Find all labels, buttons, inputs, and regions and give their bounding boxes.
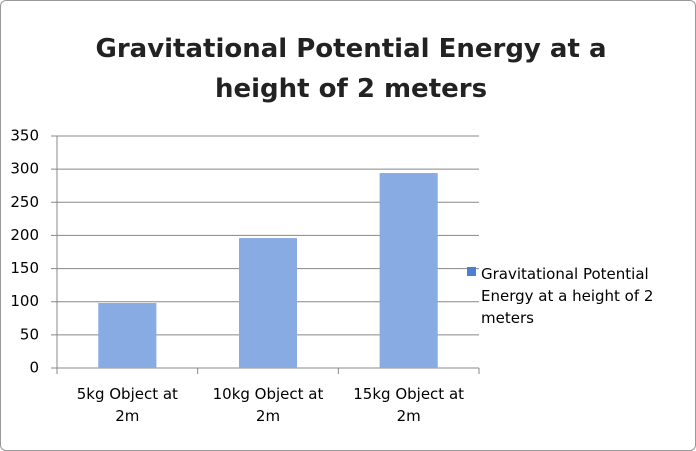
- bar: [98, 303, 157, 368]
- x-tick-label: 15kg Object at 2m: [353, 385, 465, 425]
- x-tick-label: 5kg Object at 2m: [76, 385, 178, 425]
- legend-label: Gravitational Potential Energy at a heig…: [481, 265, 654, 327]
- x-tick-label: 10kg Object at 2m: [212, 385, 324, 425]
- legend-swatch: [467, 267, 476, 276]
- chart-title: Gravitational Potential Energy at a heig…: [95, 34, 607, 104]
- y-tick-label: 150: [10, 259, 39, 277]
- bar-shade: [98, 303, 157, 368]
- bar-shade: [239, 238, 297, 368]
- y-tick-label: 300: [10, 160, 39, 178]
- y-tick-label: 250: [10, 193, 39, 211]
- y-tick-label: 350: [10, 127, 39, 145]
- y-tick-label: 200: [10, 226, 39, 244]
- y-tick-label: 50: [20, 325, 39, 343]
- bar: [379, 173, 438, 368]
- y-tick-label: 100: [10, 292, 39, 310]
- bar-shade: [379, 173, 438, 368]
- bar: [239, 238, 297, 368]
- y-tick-label: 0: [29, 359, 39, 377]
